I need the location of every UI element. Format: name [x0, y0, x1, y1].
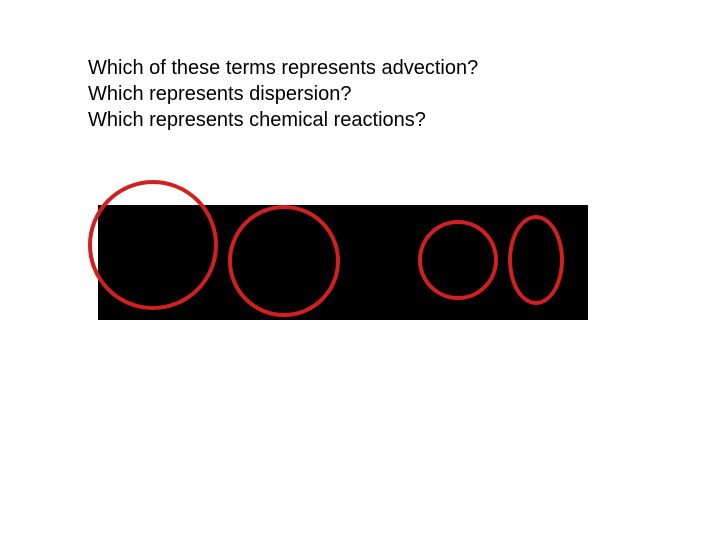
annotation-circle-1	[88, 180, 218, 310]
annotation-circle-2	[228, 205, 340, 317]
question-line-3: Which represents chemical reactions?	[88, 107, 478, 133]
question-block: Which of these terms represents advectio…	[88, 55, 478, 133]
question-line-1: Which of these terms represents advectio…	[88, 55, 478, 81]
annotation-circle-3	[418, 220, 498, 300]
question-line-2: Which represents dispersion?	[88, 81, 478, 107]
annotation-circle-4	[508, 215, 564, 305]
